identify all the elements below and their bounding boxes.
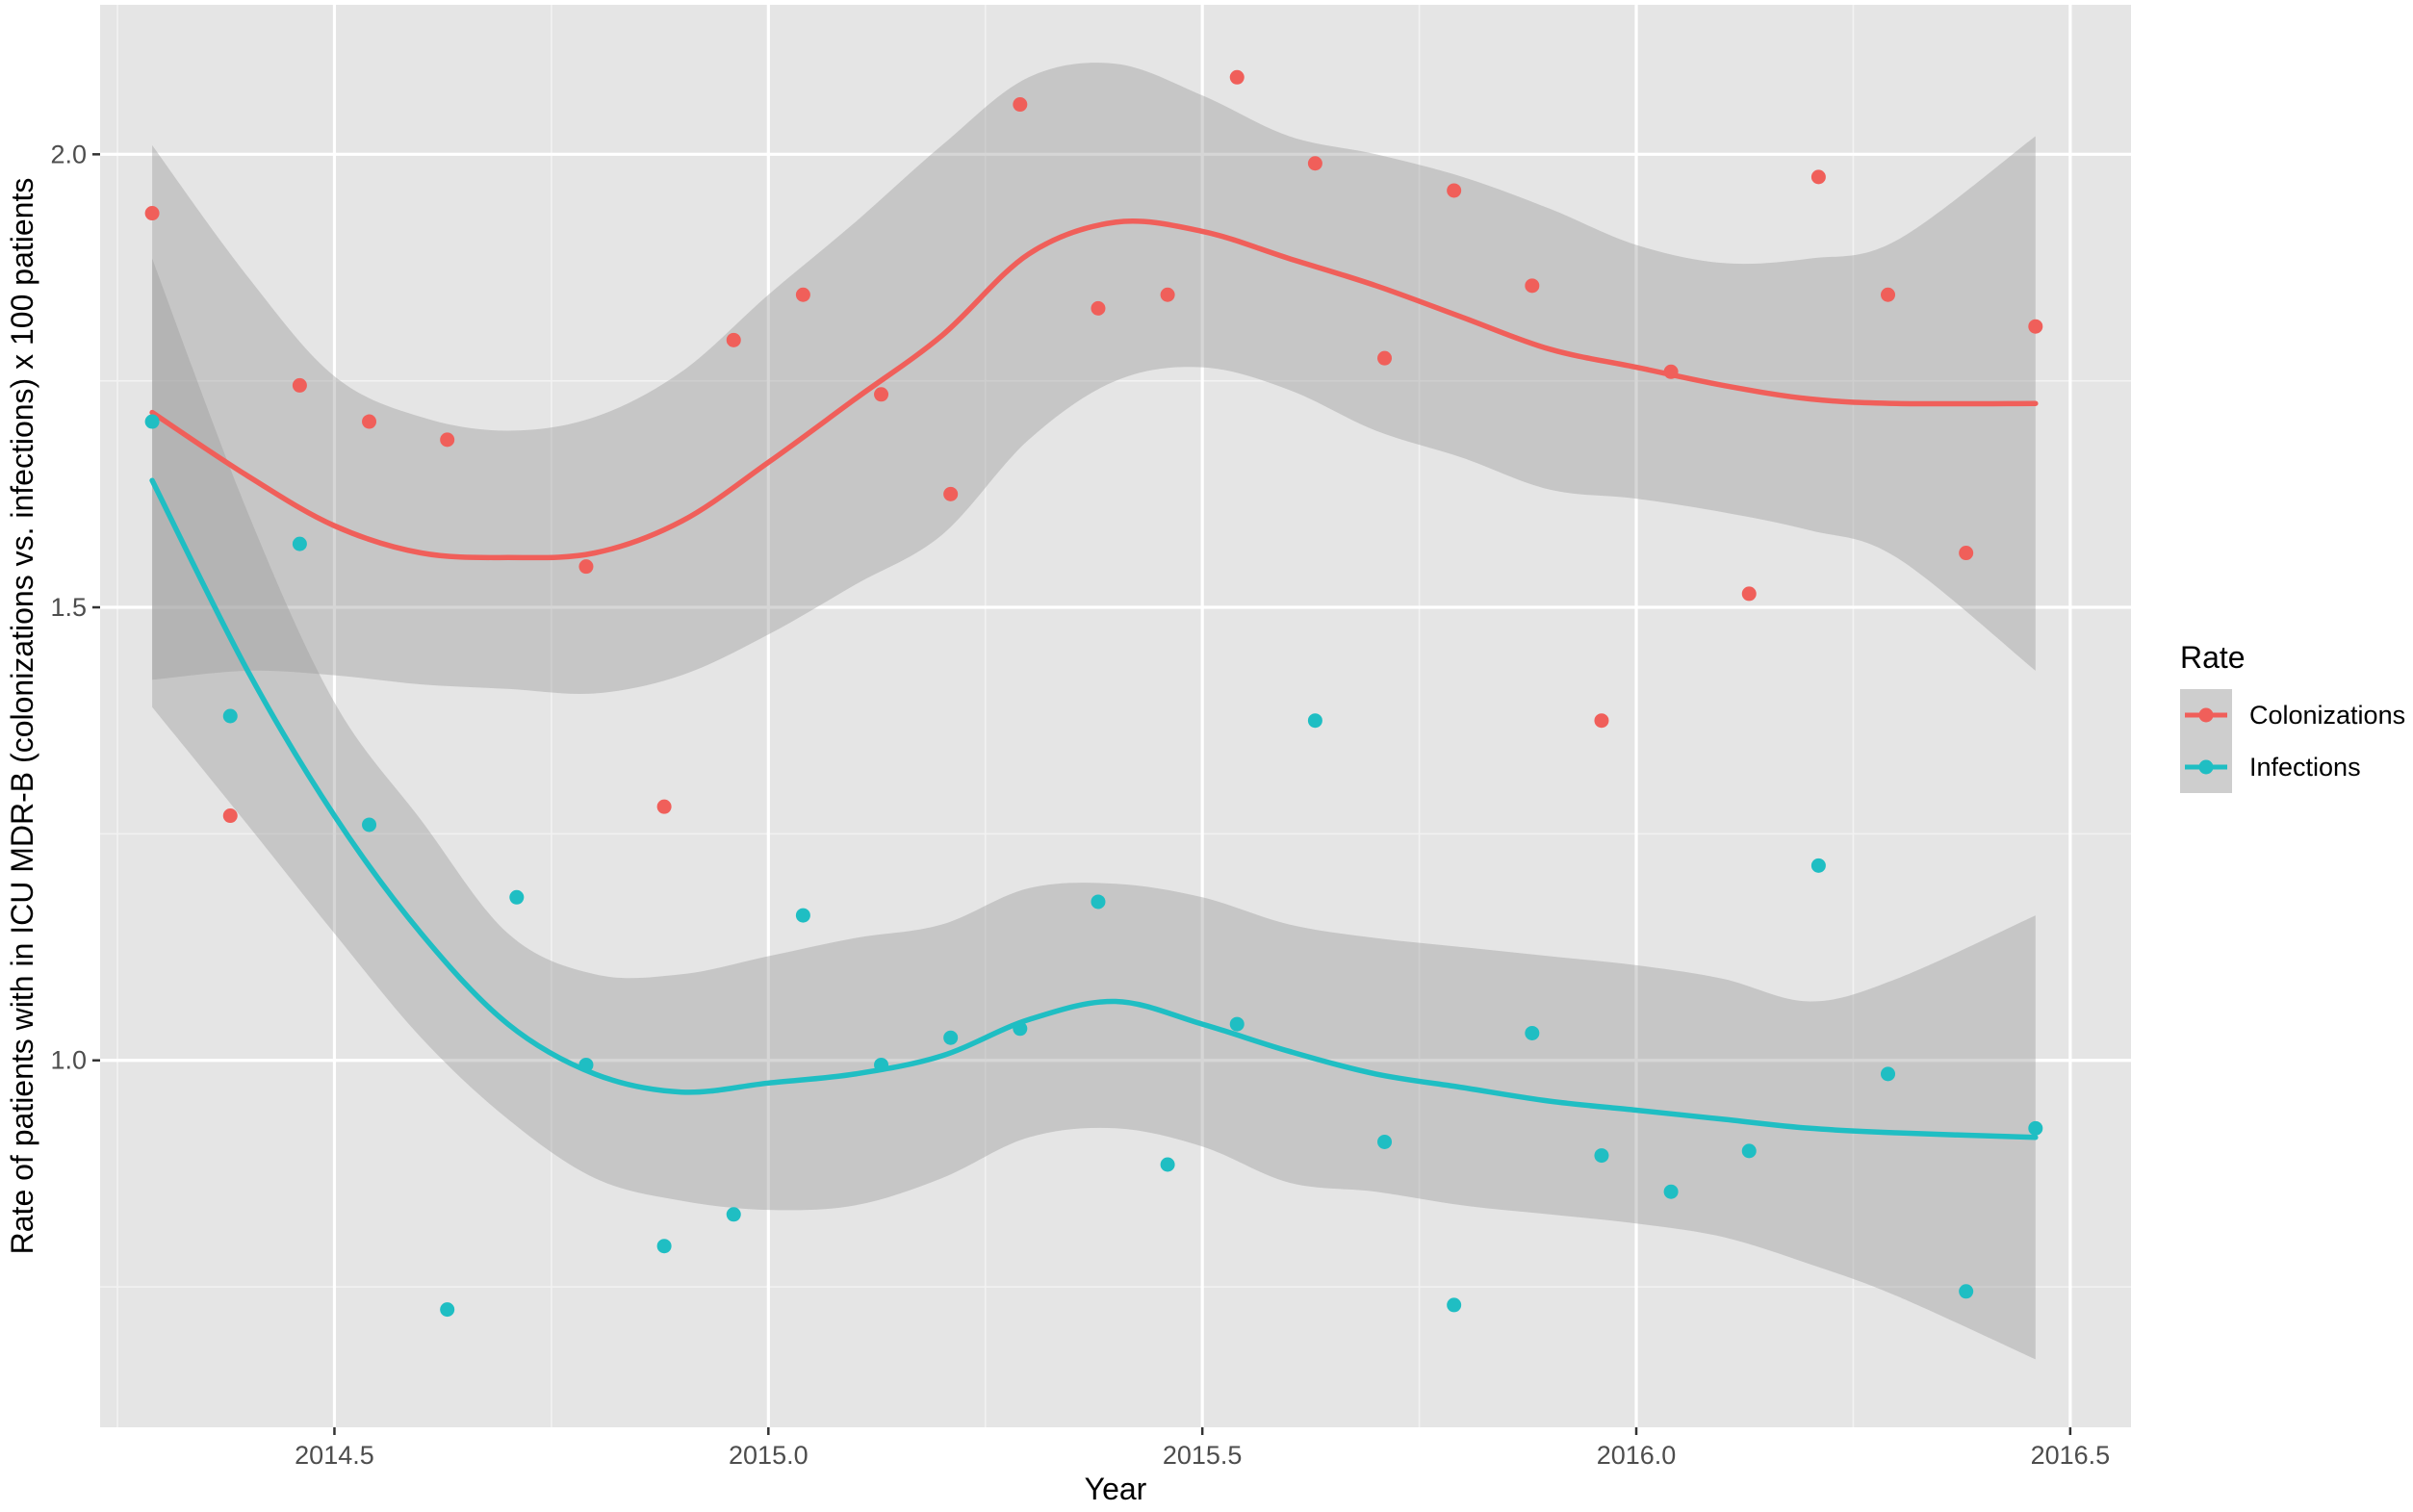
colonizations-point: [943, 486, 959, 501]
colonizations-point: [874, 387, 889, 402]
x-tick-label: 2016.5: [2031, 1441, 2111, 1470]
legend: Rate Colonizations Infections: [2180, 640, 2405, 793]
y-axis: 1.0 1.5 2.0: [50, 140, 100, 1075]
infections-point: [1741, 1143, 1757, 1159]
colonizations-point: [1663, 364, 1679, 379]
infections-point: [1377, 1134, 1393, 1149]
infections-point: [874, 1057, 889, 1072]
colonizations-confidence-band: [152, 63, 2036, 695]
infections-point: [1881, 1066, 1896, 1082]
colonizations-point: [578, 559, 594, 575]
infections-point: [440, 1302, 455, 1318]
major-gridlines: [100, 5, 2131, 1427]
infections-point: [1810, 858, 1826, 873]
x-tick-label: 2014.5: [295, 1441, 374, 1470]
colonizations-point: [292, 377, 307, 393]
legend-key-point-colonizations: [2198, 707, 2214, 723]
infections-point: [656, 1239, 672, 1254]
x-tick-label: 2015.5: [1163, 1441, 1243, 1470]
infections-point: [1013, 1021, 1028, 1037]
infections-point: [292, 536, 307, 551]
x-tick-label: 2015.0: [729, 1441, 809, 1470]
infections-point: [1594, 1148, 1609, 1164]
x-axis-title: Year: [1085, 1472, 1147, 1506]
y-tick-label: 1.5: [50, 593, 87, 622]
colonizations-point: [1810, 169, 1826, 185]
y-axis-title: Rate of patients with in ICU MDR-B (colo…: [5, 178, 39, 1255]
infections-point: [2028, 1120, 2043, 1136]
infections-point: [578, 1057, 594, 1072]
colonizations-point: [656, 799, 672, 814]
y-tick-label: 1.0: [50, 1046, 87, 1075]
infections-point: [1307, 713, 1322, 729]
colonizations-point: [1091, 300, 1106, 316]
legend-label-infections: Infections: [2249, 753, 2361, 782]
colonizations-point: [1307, 156, 1322, 171]
colonizations-point: [2028, 319, 2043, 334]
colonizations-point: [362, 414, 377, 429]
infections-point: [509, 889, 525, 905]
infections-smooth-line: [149, 477, 2039, 1140]
y-tick-label: 2.0: [50, 140, 87, 168]
x-tick-label: 2016.0: [1597, 1441, 1677, 1470]
colonizations-point: [1594, 713, 1609, 729]
colonizations-smooth-line: [149, 218, 2039, 561]
legend-key-point-infections: [2198, 759, 2214, 775]
infections-point: [795, 908, 810, 923]
infections-point: [1091, 894, 1106, 910]
colonizations-point: [1525, 278, 1540, 294]
colonizations-point: [1229, 69, 1245, 85]
infections-point: [144, 414, 160, 429]
colonizations-point: [144, 206, 160, 221]
infections-point: [726, 1207, 741, 1222]
legend-title: Rate: [2180, 640, 2246, 675]
smooth-lines: [149, 218, 2039, 1140]
colonizations-point: [440, 432, 455, 448]
minor-gridlines: [100, 5, 2131, 1427]
panel-background: [100, 5, 2131, 1427]
colonizations-point: [1447, 183, 1462, 198]
infections-point: [1959, 1284, 1974, 1299]
infections-point: [943, 1030, 959, 1045]
legend-label-colonizations: Colonizations: [2249, 701, 2405, 730]
data-points: [144, 69, 2043, 1318]
infections-point: [1663, 1184, 1679, 1199]
colonizations-point: [222, 808, 238, 824]
infections-point: [362, 817, 377, 833]
colonizations-point: [726, 332, 741, 347]
x-axis: 2014.5 2015.0 2015.5 2016.0 2016.5: [295, 1427, 2110, 1470]
colonizations-point: [1160, 287, 1175, 302]
infections-point: [1160, 1157, 1175, 1172]
colonizations-point: [1959, 546, 1974, 561]
infections-point: [1229, 1016, 1245, 1032]
infections-point: [1525, 1025, 1540, 1040]
colonizations-point: [1377, 350, 1393, 366]
colonizations-point: [1013, 97, 1028, 113]
infections-point: [1447, 1297, 1462, 1313]
colonizations-point: [1881, 287, 1896, 302]
colonizations-point: [1741, 586, 1757, 602]
infections-point: [222, 708, 238, 724]
colonizations-point: [795, 287, 810, 302]
